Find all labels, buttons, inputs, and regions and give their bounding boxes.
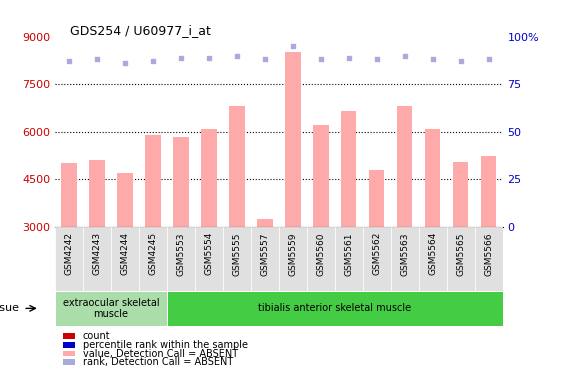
Bar	[167, 227, 195, 291]
Text: GSM5560: GSM5560	[316, 232, 325, 276]
Text: GSM5554: GSM5554	[205, 232, 213, 276]
Bar	[475, 227, 503, 291]
Point	[260, 56, 270, 62]
Bar	[63, 351, 76, 356]
Bar	[145, 135, 161, 227]
Text: GSM5565: GSM5565	[456, 232, 465, 276]
Point	[177, 55, 186, 60]
Bar	[335, 227, 363, 291]
Point	[428, 56, 437, 62]
Point	[92, 56, 102, 62]
Point	[205, 55, 214, 60]
Bar	[195, 227, 223, 291]
Bar	[83, 227, 111, 291]
Bar	[173, 137, 189, 227]
Bar	[313, 126, 328, 227]
Bar	[397, 107, 413, 227]
Point	[64, 59, 74, 64]
Text: tissue: tissue	[0, 303, 19, 313]
Bar	[55, 291, 167, 326]
Point	[372, 56, 381, 62]
Bar	[111, 227, 139, 291]
Bar	[425, 128, 440, 227]
Text: value, Detection Call = ABSENT: value, Detection Call = ABSENT	[83, 348, 238, 359]
Text: GSM4243: GSM4243	[92, 232, 102, 275]
Text: GSM5566: GSM5566	[484, 232, 493, 276]
Bar	[223, 227, 251, 291]
Point	[120, 60, 130, 66]
Bar	[279, 227, 307, 291]
Point	[316, 56, 325, 62]
Bar	[453, 162, 468, 227]
Point	[400, 53, 410, 59]
Bar	[55, 227, 83, 291]
Bar	[369, 170, 385, 227]
Text: rank, Detection Call = ABSENT: rank, Detection Call = ABSENT	[83, 357, 233, 366]
Text: tibialis anterior skeletal muscle: tibialis anterior skeletal muscle	[258, 303, 411, 313]
Bar	[285, 52, 300, 227]
Bar	[257, 219, 272, 227]
Bar	[139, 227, 167, 291]
Text: GDS254 / U60977_i_at: GDS254 / U60977_i_at	[70, 24, 210, 37]
Text: GSM5555: GSM5555	[232, 232, 242, 276]
Text: count: count	[83, 331, 110, 341]
Bar	[62, 164, 77, 227]
Text: GSM5557: GSM5557	[260, 232, 270, 276]
Bar	[251, 227, 279, 291]
Text: extraocular skeletal
muscle: extraocular skeletal muscle	[63, 298, 159, 319]
Text: GSM4242: GSM4242	[64, 232, 74, 275]
Bar	[307, 227, 335, 291]
Point	[288, 43, 297, 49]
Text: percentile rank within the sample: percentile rank within the sample	[83, 340, 248, 350]
Point	[148, 59, 157, 64]
Bar	[447, 227, 475, 291]
Bar	[117, 173, 133, 227]
Bar	[419, 227, 447, 291]
Bar	[89, 160, 105, 227]
Point	[344, 55, 353, 60]
Bar	[229, 107, 245, 227]
Point	[232, 53, 242, 59]
Bar	[63, 359, 76, 365]
Bar	[391, 227, 419, 291]
Bar	[167, 291, 503, 326]
Bar	[363, 227, 391, 291]
Text: GSM5563: GSM5563	[400, 232, 409, 276]
Text: GSM5562: GSM5562	[372, 232, 381, 276]
Bar	[63, 342, 76, 348]
Bar	[341, 111, 357, 227]
Text: GSM5564: GSM5564	[428, 232, 437, 276]
Bar	[201, 128, 217, 227]
Text: GSM5553: GSM5553	[177, 232, 185, 276]
Text: GSM5561: GSM5561	[345, 232, 353, 276]
Point	[456, 59, 465, 64]
Text: GSM4244: GSM4244	[121, 232, 130, 275]
Bar	[63, 333, 76, 339]
Text: GSM4245: GSM4245	[149, 232, 157, 275]
Text: GSM5559: GSM5559	[288, 232, 297, 276]
Point	[484, 56, 493, 62]
Bar	[481, 156, 496, 227]
